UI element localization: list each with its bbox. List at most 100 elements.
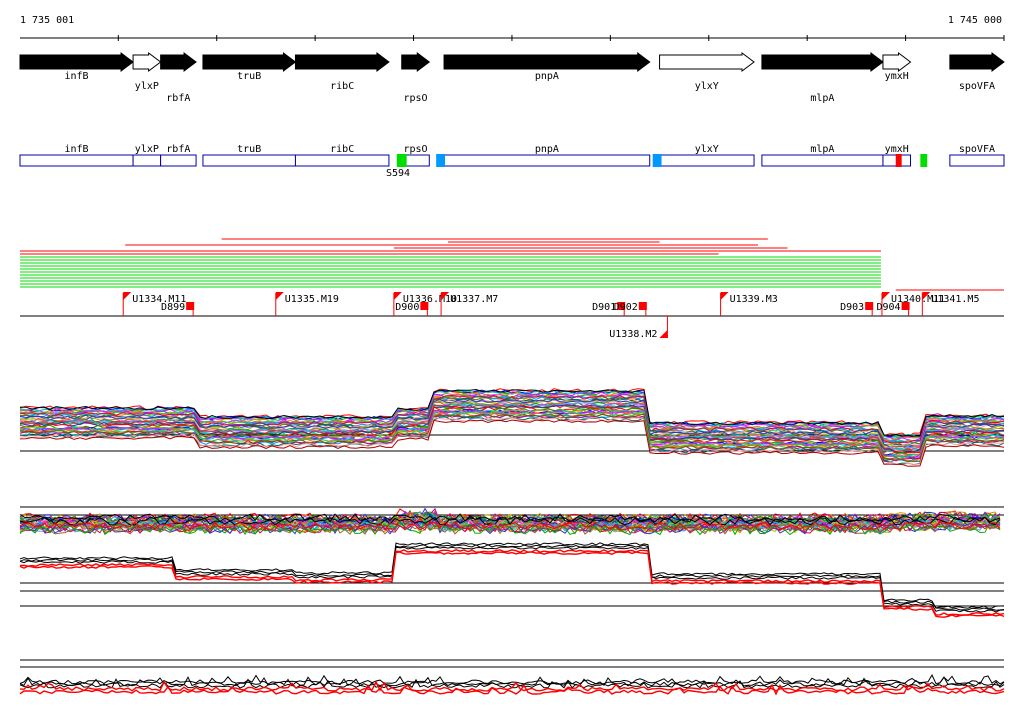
ruler-end-label: 1 745 000 [948, 15, 1002, 26]
gene-box-label-ribC: ribC [330, 144, 354, 155]
box-mark-blue [436, 154, 446, 167]
down-label: D900 [395, 302, 419, 313]
expression-profile [19, 394, 1005, 444]
unit-label: U1335.M19 [285, 294, 339, 305]
gene-box-pnpA [443, 154, 651, 167]
variation-profile-outline [19, 513, 1001, 523]
gene-box-label-pnpA: pnpA [535, 144, 559, 155]
gene-arrow-pnpA [443, 52, 651, 72]
down-marker [617, 302, 626, 310]
gene-box-ylxP [132, 154, 162, 167]
ratio-profile [19, 546, 1005, 613]
down-marker [901, 302, 910, 310]
box-mark-red [895, 154, 902, 167]
down-label: D899 [161, 302, 185, 313]
gene-box-label-ylxY: ylxY [695, 144, 719, 155]
gene-arrow-labels: infB ylxP rbfA truB ribC rpsO pnpA ylxY mlpA ymxH… [64, 71, 995, 104]
variation-profile [19, 519, 1001, 534]
unit-label: U1338.M2 [609, 329, 657, 340]
gene-arrow-label-ribC: ribC [330, 81, 354, 92]
variation-track [19, 506, 1004, 536]
gene-box-truB [202, 154, 296, 167]
bottom-profile [19, 683, 1005, 696]
unit-label: U1334.M11 [132, 294, 186, 305]
box-mark-blue [652, 154, 662, 167]
unit-flag [123, 292, 132, 300]
gene-arrow-rbfA [160, 52, 197, 72]
gene-box-ribC [294, 154, 390, 167]
gene-arrow-ylxY [659, 52, 755, 72]
gene-box-label-ylxP: ylxP [135, 144, 159, 155]
gene-arrow-infB [19, 52, 134, 72]
gene-box-label-ymxH: ymxH [885, 144, 909, 155]
ratio-profiles [19, 542, 1005, 618]
unit-label: U1337.M7 [450, 294, 498, 305]
bottom-profile [19, 674, 1005, 685]
unit-flag [393, 292, 402, 300]
gene-box-mlpA [761, 154, 884, 167]
box-label: S594 [386, 168, 410, 179]
variation-profile [19, 517, 1001, 536]
gene-arrow-ymxH [882, 52, 912, 72]
gene-arrow-label-infB: infB [64, 71, 88, 82]
gene-box-track: infB ylxP rbfA truB ribC rpsO pnpA ylxY mlpA ymxH… [19, 144, 1005, 167]
box-mark-green [920, 154, 928, 167]
down-label: D902 [614, 302, 638, 313]
gene-box-rbfA [160, 154, 197, 167]
gene-box-label-mlpA: mlpA [810, 144, 834, 155]
gene-box-infB [19, 154, 134, 167]
coordinate-ruler: 1 735 001 1 745 000 [20, 15, 1005, 41]
gene-arrow-mlpA [761, 52, 884, 72]
gene-arrow-truB [202, 52, 297, 72]
gene-box-label-truB: truB [237, 144, 261, 155]
down-label: D904 [876, 302, 900, 313]
down-marker [420, 302, 429, 310]
gene-arrow-ylxP [132, 52, 162, 72]
unit-label: U1339.M3 [730, 294, 778, 305]
gene-arrow-label-truB: truB [237, 71, 261, 82]
box-mark-green [396, 154, 407, 167]
unit-label: U1341.M5 [931, 294, 979, 305]
expression-track [19, 388, 1005, 467]
gene-box-label-rpsO: rpsO [403, 144, 427, 155]
down-marker [638, 302, 647, 310]
gene-box-spoVFA [949, 154, 1005, 167]
gene-arrow-label-spoVFA: spoVFA [959, 81, 995, 92]
expression-profile [19, 398, 1005, 448]
down-label: D903 [840, 302, 864, 313]
box-mark-track: S594 [386, 154, 928, 179]
gene-arrow-rpsO [401, 52, 431, 72]
gene-arrow-ribC [294, 52, 390, 72]
expression-profile [19, 416, 1005, 466]
expression-profile-outline [19, 388, 1005, 437]
variation-profile-outline [19, 521, 1001, 531]
gene-arrow-label-ylxP: ylxP [135, 81, 159, 92]
expression-profile [19, 397, 1005, 446]
down-marker [186, 302, 195, 310]
gene-box-ylxY [659, 154, 755, 167]
gene-box-label-infB: infB [64, 144, 88, 155]
bottom-track [19, 659, 1005, 696]
ratio-profile [19, 551, 1005, 618]
unit-label: U1340.M11 [891, 294, 945, 305]
unit-flag [441, 292, 450, 300]
gene-box-label-rbfA: rbfA [166, 144, 190, 155]
gene-arrow-label-mlpA: mlpA [810, 93, 834, 104]
down-marker [865, 302, 874, 310]
feature-line-track [20, 238, 1004, 291]
unit-flag [720, 292, 729, 300]
unit-flag [922, 292, 931, 300]
ratio-track [19, 542, 1005, 618]
down-label: D901 [592, 302, 616, 313]
expression-profile [19, 392, 1005, 442]
gene-arrow-label-ymxH: ymxH [885, 71, 909, 82]
expression-profile [19, 409, 1005, 459]
gene-arrow-label-rpsO: rpsO [403, 93, 427, 104]
expression-profile-outline [19, 419, 1005, 467]
ruler-start-label: 1 735 001 [20, 15, 74, 26]
gene-arrow-label-rbfA: rbfA [166, 93, 190, 104]
